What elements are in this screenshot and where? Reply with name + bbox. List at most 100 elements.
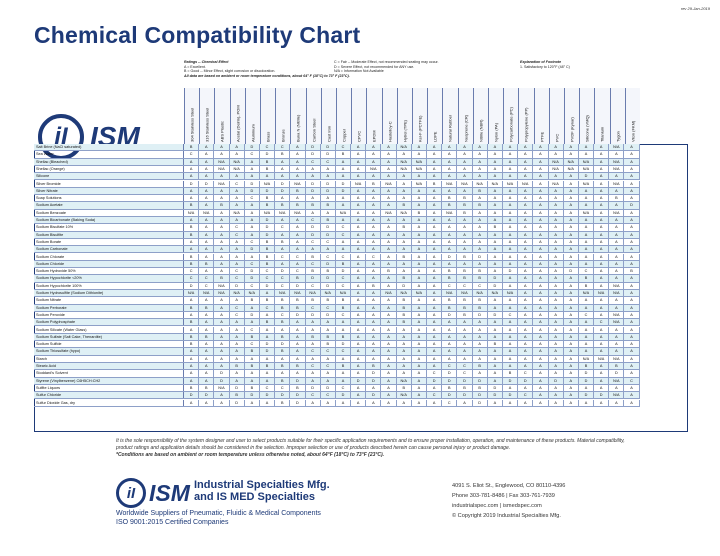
rating-line: N/A = Information Not Available: [334, 69, 384, 74]
rating-cell: A: [442, 333, 458, 341]
rating-cell: A: [199, 195, 215, 202]
rating-cell: A: [230, 348, 245, 355]
chemical-name: Sodium Acetate: [34, 202, 184, 209]
rating-cell: A: [381, 297, 397, 304]
rating-cell: A: [594, 231, 610, 238]
rating-cell: A: [594, 341, 610, 348]
website-link[interactable]: industrialspec.com | ismedspec.com: [452, 503, 542, 509]
rating-cell: N/A: [230, 290, 245, 297]
rating-cell: N/A: [549, 165, 564, 173]
rating-cell: A: [518, 209, 534, 216]
rating-cell: N/A: [290, 180, 306, 187]
rating-cell: A: [427, 326, 443, 333]
rating-cell: A: [230, 238, 245, 246]
rating-cell: A: [564, 217, 579, 224]
rating-cell: A: [488, 319, 503, 326]
chemical-name: Styrene (Vinylbenzene) C6H5CH:CH2: [34, 377, 184, 384]
rating-cell: A: [533, 363, 549, 370]
rating-cell: A: [336, 319, 352, 326]
rating-cell: N/A: [579, 158, 595, 165]
rating-cell: A: [290, 333, 306, 341]
rating-cell: D: [306, 151, 321, 158]
rating-cell: A: [488, 187, 503, 195]
rating-cell: A: [214, 348, 230, 355]
rating-cell: A: [579, 399, 595, 406]
chemical-name: Sodium Silicate (Water Glass): [34, 326, 184, 333]
table-row: Sodium Carbonate A A A A D B A A A A A A A A A A A A A A A A A A…: [34, 246, 640, 254]
rating-cell: C: [260, 275, 276, 282]
rating-cell: C: [275, 253, 291, 260]
rating-cell: D: [564, 268, 579, 275]
rating-cell: A: [518, 297, 534, 304]
rating-cell: N/A: [579, 180, 595, 187]
rating-cell: A: [290, 326, 306, 333]
rating-cell: A: [533, 224, 549, 231]
rating-cell: A: [533, 158, 549, 165]
rating-cell: A: [609, 384, 625, 392]
rating-cell: A: [533, 297, 549, 304]
rating-cell: A: [624, 224, 640, 231]
rating-cell: A: [564, 377, 579, 384]
rating-cell: B: [397, 224, 412, 231]
rating-cell: C: [290, 268, 306, 275]
rating-cell: B: [245, 363, 260, 370]
rating-cell: A: [518, 173, 534, 180]
rating-cell: A: [457, 341, 473, 348]
column-header: ABS Plastic: [214, 88, 230, 144]
table-row: Sulfur Chloride D D A B D D D D C C D A D A N/A A C D D D D D C…: [34, 392, 640, 400]
rating-cell: A: [245, 370, 260, 377]
rating-cell: A: [397, 341, 412, 348]
rating-cell: A: [214, 319, 230, 326]
rating-cell: A: [427, 144, 443, 151]
rating-cell: D: [321, 282, 336, 289]
rating-line: C = Fair -- Moderate Effect, not recomme…: [334, 60, 439, 64]
rating-cell: A: [624, 333, 640, 341]
rating-cell: A: [381, 144, 397, 151]
rating-cell: D: [473, 253, 488, 260]
rating-cell: B: [397, 384, 412, 392]
rating-cell: A: [518, 363, 534, 370]
rating-cell: A: [306, 209, 321, 216]
rating-cell: C: [306, 282, 321, 289]
column-header-label: Carbon Steel: [311, 118, 317, 142]
rating-cell: A: [321, 165, 336, 173]
rating-cell: A: [457, 151, 473, 158]
rating-cell: N/A: [564, 165, 579, 173]
rating-cell: A: [579, 348, 595, 355]
rating-cell: A: [624, 326, 640, 333]
rating-cell: D: [260, 151, 276, 158]
rating-cell: A: [290, 173, 306, 180]
rating-cell: A: [230, 173, 245, 180]
chemical-name: Sodium Borate: [34, 238, 184, 246]
rating-cell: B: [321, 268, 336, 275]
rating-cell: D: [290, 377, 306, 384]
rating-cell: B: [306, 253, 321, 260]
rating-cell: D: [184, 180, 200, 187]
rating-cell: A: [518, 217, 534, 224]
rating-cell: A: [442, 246, 458, 253]
rating-cell: N/A: [366, 165, 382, 173]
rating-cell: A: [518, 151, 534, 158]
rating-cell: A: [442, 224, 458, 231]
rating-cell: A: [366, 187, 382, 195]
company-line: and IS MED Specialties: [194, 491, 316, 503]
rating-cell: D: [275, 392, 291, 399]
rating-cell: A: [366, 297, 382, 304]
rating-cell: A: [366, 224, 382, 231]
rating-cell: D: [336, 341, 352, 348]
rating-cell: B: [412, 209, 427, 216]
rating-cell: A: [275, 195, 291, 202]
rating-cell: A: [473, 370, 488, 377]
column-header: Copper: [336, 88, 352, 144]
chemical-name: Soap Solutions: [34, 195, 184, 202]
rating-cell: B: [199, 384, 215, 392]
rating-cell: C: [275, 282, 291, 289]
rating-cell: A: [290, 319, 306, 326]
chemical-name: Sodium Sulfide: [34, 341, 184, 348]
rating-cell: A: [306, 377, 321, 384]
rating-cell: A: [564, 187, 579, 195]
rating-cell: A: [412, 202, 427, 209]
rating-cell: A: [594, 158, 610, 165]
rating-cell: B: [609, 363, 625, 370]
rating-cell: A: [199, 173, 215, 180]
